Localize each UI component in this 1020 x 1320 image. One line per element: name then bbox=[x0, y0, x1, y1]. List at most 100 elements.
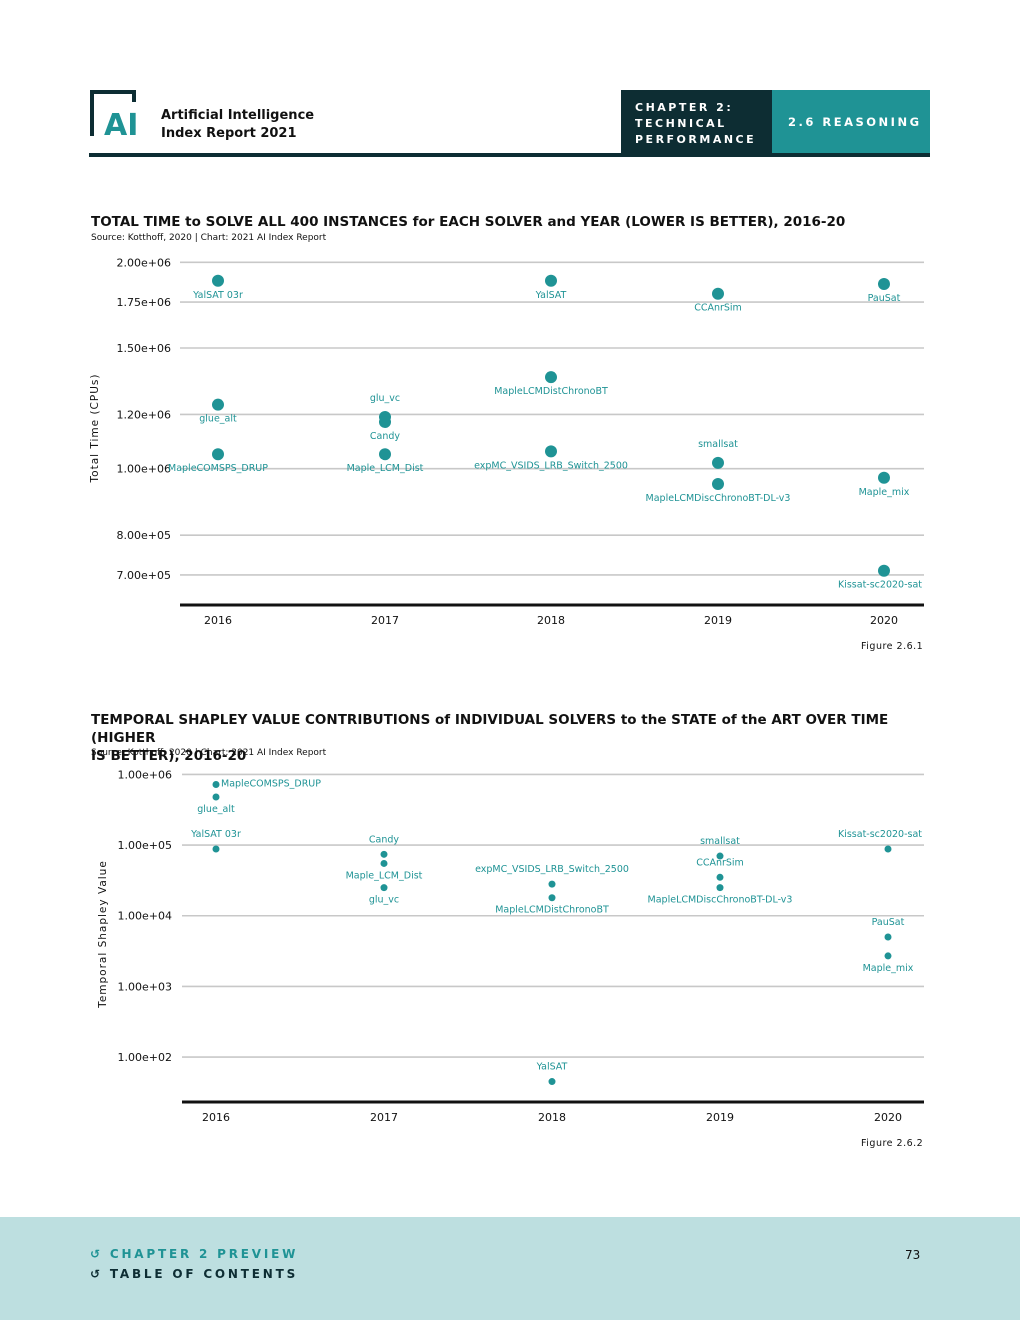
section-label-box[interactable]: 2.6 REASONING bbox=[772, 90, 930, 153]
chart1-x-tick-label: 2019 bbox=[704, 614, 732, 627]
chart2-point-label: Candy bbox=[369, 834, 400, 845]
chapter-label-box: CHAPTER 2: TECHNICAL PERFORMANCE bbox=[621, 90, 772, 153]
ai-index-logo: AI bbox=[90, 90, 138, 138]
chart1-point-label: MapleCOMSPS_DRUP bbox=[168, 463, 268, 474]
chart2-point-label: expMC_VSIDS_LRB_Switch_2500 bbox=[475, 864, 629, 875]
chart2-point bbox=[548, 1078, 556, 1086]
chart2-x-tick-label: 2020 bbox=[874, 1111, 902, 1124]
chart2-y-tick-label: 1.00e+05 bbox=[118, 839, 172, 852]
chapter-preview-link[interactable]: ↺ CHAPTER 2 PREVIEW bbox=[90, 1247, 298, 1261]
chart2-y-tick-label: 1.00e+02 bbox=[118, 1051, 172, 1064]
chart2-point-label: PauSat bbox=[872, 917, 905, 928]
chart1-point-label: MapleLCMDistChronoBT bbox=[494, 386, 608, 397]
chart1-point-label: YalSAT 03r bbox=[192, 290, 243, 301]
chart1-point bbox=[712, 456, 724, 469]
chart1-point bbox=[379, 415, 391, 428]
chart1-point bbox=[712, 287, 724, 300]
return-arrow-icon: ↺ bbox=[90, 1267, 103, 1281]
chart2-point-label: smallsat bbox=[700, 836, 740, 847]
chart2-point-label: MapleLCMDiscChronoBT-DL-v3 bbox=[648, 895, 793, 906]
chart2-point-label: Maple_LCM_Dist bbox=[346, 870, 423, 881]
chart1-point bbox=[545, 371, 557, 384]
report-title: Artificial Intelligence Index Report 202… bbox=[161, 107, 314, 143]
chart1-x-tick-label: 2020 bbox=[870, 614, 898, 627]
chart1-point-label: MapleLCMDiscChronoBT-DL-v3 bbox=[646, 493, 791, 504]
chart2-point bbox=[380, 850, 388, 858]
chart1-point bbox=[878, 564, 890, 577]
header-divider bbox=[89, 153, 930, 157]
chart1-point bbox=[545, 445, 557, 458]
chart1-figure-label: Figure 2.6.1 bbox=[861, 641, 924, 652]
chart2-point-label: CCAnrSim bbox=[696, 857, 744, 868]
chart2-x-tick-label: 2018 bbox=[538, 1111, 566, 1124]
chart1-x-tick-label: 2018 bbox=[537, 614, 565, 627]
chart1-point-label: Maple_LCM_Dist bbox=[347, 463, 424, 474]
chart1-point-label: expMC_VSIDS_LRB_Switch_2500 bbox=[474, 460, 628, 471]
return-arrow-icon: ↺ bbox=[90, 1247, 103, 1261]
chart2-point-label: MapleLCMDistChronoBT bbox=[495, 905, 609, 916]
section-label: 2.6 REASONING bbox=[788, 115, 922, 129]
chart1-title: TOTAL TIME to SOLVE ALL 400 INSTANCES fo… bbox=[91, 214, 846, 230]
chart1-point bbox=[712, 478, 724, 491]
chart2-point bbox=[380, 859, 388, 867]
chart1-point-label: CCAnrSim bbox=[694, 303, 742, 314]
chart1-point-label: YalSAT bbox=[535, 290, 567, 301]
chapter-line2: TECHNICAL bbox=[635, 117, 727, 130]
chart2-source: Source: Kotthoff, 2020 | Chart: 2021 AI … bbox=[91, 748, 327, 758]
report-title-line1: Artificial Intelligence bbox=[161, 108, 315, 123]
chart2-point-label: Kissat-sc2020-sat bbox=[838, 829, 922, 840]
chart1-y-tick-label: 8.00e+05 bbox=[117, 529, 171, 542]
chart1-y-tick-label: 1.50e+06 bbox=[117, 342, 171, 355]
chart1-source: Source: Kotthoff, 2020 | Chart: 2021 AI … bbox=[91, 233, 327, 243]
chart2-figure-label: Figure 2.6.2 bbox=[861, 1138, 924, 1149]
chart2-point bbox=[716, 884, 724, 892]
chart2-title-line1: TEMPORAL SHAPLEY VALUE CONTRIBUTIONS of … bbox=[91, 712, 889, 746]
chart2-point-label: YalSAT bbox=[536, 1062, 568, 1073]
chart1-point bbox=[878, 471, 890, 484]
chart1-point-label: glue_alt bbox=[199, 414, 237, 425]
chart1-point-label: smallsat bbox=[698, 439, 738, 450]
chart1-point bbox=[212, 274, 224, 287]
chart2-point bbox=[716, 852, 724, 860]
chapter-preview-label: CHAPTER 2 PREVIEW bbox=[109, 1247, 299, 1261]
chart1-y-tick-label: 1.20e+06 bbox=[117, 408, 171, 421]
chart2-point bbox=[548, 894, 556, 902]
report-title-line2: Index Report 2021 bbox=[161, 126, 297, 141]
chart2-point bbox=[212, 793, 220, 801]
chart1-point bbox=[379, 448, 391, 461]
table-of-contents-link[interactable]: ↺ TABLE OF CONTENTS bbox=[90, 1267, 298, 1281]
chart1-point bbox=[878, 277, 890, 290]
chart2-point bbox=[716, 873, 724, 881]
chart2-point bbox=[212, 845, 220, 853]
chart2-y-tick-label: 1.00e+04 bbox=[118, 910, 172, 923]
chart2-y-tick-label: 1.00e+03 bbox=[118, 980, 172, 993]
chart2-x-tick-label: 2019 bbox=[706, 1111, 734, 1124]
chart2-x-tick-label: 2017 bbox=[370, 1111, 398, 1124]
chart1-y-tick-label: 2.00e+06 bbox=[117, 256, 171, 269]
chart1-point-label: PauSat bbox=[868, 293, 901, 304]
chart2-point-label: glu_vc bbox=[369, 895, 399, 906]
chart2-point bbox=[884, 933, 892, 941]
chart1-point-label: Candy bbox=[370, 431, 401, 442]
table-of-contents-label: TABLE OF CONTENTS bbox=[109, 1267, 299, 1281]
chart1-y-tick-label: 1.00e+06 bbox=[117, 463, 171, 476]
chart2-title: TEMPORAL SHAPLEY VALUE CONTRIBUTIONS of … bbox=[91, 711, 931, 765]
chart1-point bbox=[545, 274, 557, 287]
chart1-x-tick-label: 2017 bbox=[371, 614, 399, 627]
chart2-point-label: glue_alt bbox=[197, 804, 235, 815]
footer-bar bbox=[0, 1217, 1020, 1320]
chart1-y-tick-label: 1.75e+06 bbox=[117, 296, 171, 309]
chart1-point-label: glu_vc bbox=[370, 393, 400, 404]
chart2-point-label: MapleCOMSPS_DRUP bbox=[221, 779, 321, 790]
chart1-point bbox=[212, 448, 224, 461]
chapter-line3: PERFORMANCE bbox=[635, 133, 757, 146]
chart2-point bbox=[884, 952, 892, 960]
chart1-y-axis-title: Total Time (CPUs) bbox=[89, 374, 101, 484]
chart1-y-tick-label: 7.00e+05 bbox=[117, 569, 171, 582]
chart2-title-line2: IS BETTER), 2016-20 bbox=[91, 748, 247, 764]
chart1-x-tick-label: 2016 bbox=[204, 614, 232, 627]
chart2-point bbox=[884, 845, 892, 853]
chart2-y-tick-label: 1.00e+06 bbox=[118, 768, 172, 781]
